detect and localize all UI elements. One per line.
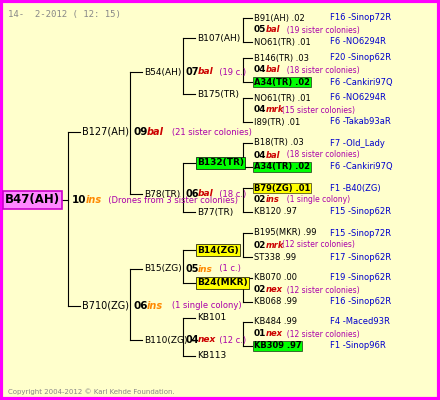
Text: 02: 02 (254, 286, 266, 294)
Text: KB068 .99: KB068 .99 (254, 298, 297, 306)
Text: B77(TR): B77(TR) (197, 208, 233, 216)
Text: (1 c.): (1 c.) (214, 264, 241, 274)
Text: KB484 .99: KB484 .99 (254, 318, 297, 326)
Text: F7 -Old_Lady: F7 -Old_Lady (330, 138, 385, 148)
Text: F1 -Sinop96R: F1 -Sinop96R (330, 342, 386, 350)
Text: A34(TR) .02: A34(TR) .02 (254, 78, 310, 86)
Text: (12 sister colonies): (12 sister colonies) (282, 330, 359, 338)
Text: B195(MKR) .99: B195(MKR) .99 (254, 228, 316, 238)
Text: 04: 04 (254, 150, 267, 160)
Text: B18(TR) .03: B18(TR) .03 (254, 138, 304, 148)
Text: B54(AH): B54(AH) (144, 68, 181, 76)
Text: B15(ZG): B15(ZG) (144, 264, 182, 274)
Text: NO61(TR) .01: NO61(TR) .01 (254, 94, 311, 102)
Text: F15 -Sinop72R: F15 -Sinop72R (330, 228, 391, 238)
Text: B710(ZG): B710(ZG) (82, 301, 129, 311)
Text: (12 c.): (12 c.) (214, 336, 246, 344)
Text: bal: bal (266, 26, 281, 34)
Text: (21 sister colonies): (21 sister colonies) (164, 128, 252, 136)
Text: 02: 02 (254, 196, 266, 204)
Text: B47(AH): B47(AH) (5, 194, 60, 206)
Text: NO61(TR) .01: NO61(TR) .01 (254, 38, 311, 46)
Text: bal: bal (198, 68, 214, 76)
Text: F16 -Sinop72R: F16 -Sinop72R (330, 14, 391, 22)
Text: nex: nex (266, 286, 283, 294)
Text: bal: bal (147, 127, 164, 137)
Text: F17 -Sinop62R: F17 -Sinop62R (330, 252, 391, 262)
Text: bal: bal (198, 190, 214, 198)
Text: F6 -NO6294R: F6 -NO6294R (330, 94, 386, 102)
Text: (19 sister colonies): (19 sister colonies) (282, 26, 359, 34)
Text: 02: 02 (254, 240, 266, 250)
Text: (Drones from 3 sister colonies): (Drones from 3 sister colonies) (103, 196, 238, 204)
Text: ins: ins (198, 264, 213, 274)
Text: nex: nex (266, 330, 283, 338)
Text: 07: 07 (186, 67, 199, 77)
Text: B91(AH) .02: B91(AH) .02 (254, 14, 305, 22)
Text: mrk: mrk (266, 106, 285, 114)
Text: B110(ZG): B110(ZG) (144, 336, 187, 344)
Text: nex: nex (198, 336, 216, 344)
Text: 05: 05 (254, 26, 266, 34)
Text: 06: 06 (133, 301, 147, 311)
Text: B24(MKR): B24(MKR) (197, 278, 248, 288)
Text: 14-  2-2012 ( 12: 15): 14- 2-2012 ( 12: 15) (8, 10, 121, 19)
Text: bal: bal (266, 150, 281, 160)
Text: F16 -Sinop62R: F16 -Sinop62R (330, 298, 391, 306)
Text: ST338 .99: ST338 .99 (254, 252, 296, 262)
Text: ins: ins (86, 195, 102, 205)
Text: B78(TR): B78(TR) (144, 190, 180, 198)
Text: (18 c.): (18 c.) (214, 190, 246, 198)
Text: I89(TR) .01: I89(TR) .01 (254, 118, 300, 126)
Text: (18 sister colonies): (18 sister colonies) (282, 150, 359, 160)
Text: F6 -Cankiri97Q: F6 -Cankiri97Q (330, 78, 392, 86)
Text: F1 -B40(ZG): F1 -B40(ZG) (330, 184, 381, 192)
Text: KB309 .97: KB309 .97 (254, 342, 302, 350)
Text: B175(TR): B175(TR) (197, 90, 239, 98)
Text: A34(TR) .02: A34(TR) .02 (254, 162, 310, 172)
Text: F19 -Sinop62R: F19 -Sinop62R (330, 274, 391, 282)
Text: B132(TR): B132(TR) (197, 158, 244, 168)
Text: bal: bal (266, 66, 281, 74)
Text: 06: 06 (186, 189, 199, 199)
Text: F4 -Maced93R: F4 -Maced93R (330, 318, 390, 326)
Text: KB070 .00: KB070 .00 (254, 274, 297, 282)
Text: F20 -Sinop62R: F20 -Sinop62R (330, 54, 391, 62)
Text: (1 single colony): (1 single colony) (282, 196, 350, 204)
Text: 04: 04 (254, 106, 267, 114)
Text: KB120 .97: KB120 .97 (254, 208, 297, 216)
Text: (19 c.): (19 c.) (214, 68, 246, 76)
Text: F6 -Takab93aR: F6 -Takab93aR (330, 118, 391, 126)
Text: ins: ins (147, 301, 163, 311)
Text: B146(TR) .03: B146(TR) .03 (254, 54, 309, 62)
Text: 09: 09 (133, 127, 147, 137)
Text: (15 sister colonies): (15 sister colonies) (282, 106, 355, 114)
Text: Copyright 2004-2012 © Karl Kehde Foundation.: Copyright 2004-2012 © Karl Kehde Foundat… (8, 388, 175, 395)
Text: KB101: KB101 (197, 314, 226, 322)
Text: 01: 01 (254, 330, 266, 338)
Text: B14(ZG): B14(ZG) (197, 246, 238, 254)
Text: F6 -Cankiri97Q: F6 -Cankiri97Q (330, 162, 392, 172)
Text: ins: ins (266, 196, 280, 204)
Text: (18 sister colonies): (18 sister colonies) (282, 66, 359, 74)
Text: 05: 05 (186, 264, 199, 274)
Text: F6 -NO6294R: F6 -NO6294R (330, 38, 386, 46)
Text: (12 sister colonies): (12 sister colonies) (282, 240, 355, 250)
Text: B79(ZG) .01: B79(ZG) .01 (254, 184, 310, 192)
Text: KB113: KB113 (197, 352, 226, 360)
Text: 04: 04 (254, 66, 267, 74)
Text: 04: 04 (186, 335, 199, 345)
Text: mrk: mrk (266, 240, 285, 250)
Text: (12 sister colonies): (12 sister colonies) (282, 286, 359, 294)
Text: 10: 10 (72, 195, 87, 205)
Text: B127(AH): B127(AH) (82, 127, 129, 137)
Text: F15 -Sinop62R: F15 -Sinop62R (330, 208, 391, 216)
Text: (1 single colony): (1 single colony) (164, 302, 242, 310)
Text: B107(AH): B107(AH) (197, 34, 240, 42)
